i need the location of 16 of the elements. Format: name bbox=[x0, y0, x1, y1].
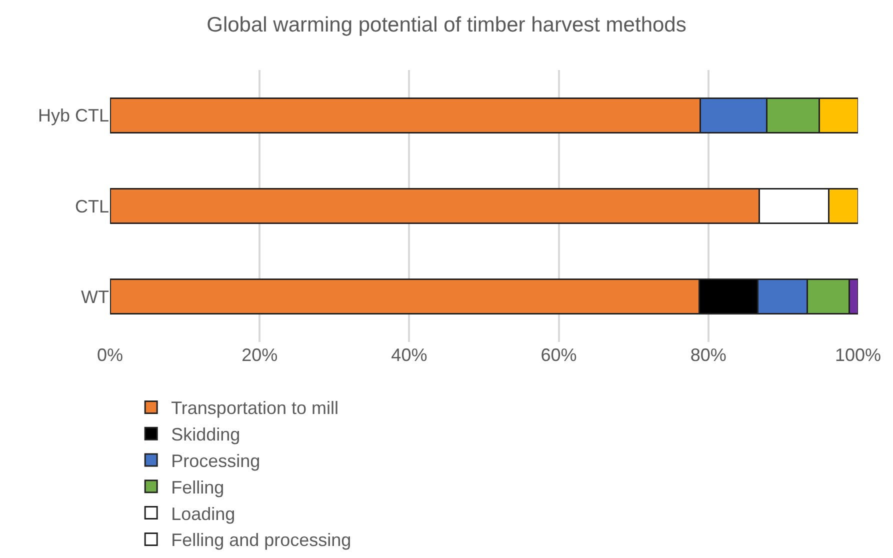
x-tick-label: 40% bbox=[391, 345, 428, 365]
x-tick-label: 100% bbox=[834, 345, 882, 365]
y-tick-label: WT bbox=[81, 286, 110, 307]
y-tick-label: Hyb CTL bbox=[38, 106, 109, 126]
x-tick-label: 60% bbox=[540, 345, 577, 365]
legend-label: Processing bbox=[171, 451, 260, 472]
legend-label: Transportation to mill bbox=[171, 398, 338, 418]
x-tick-label: 80% bbox=[690, 345, 726, 365]
legend-label: Felling and processing bbox=[171, 530, 352, 550]
legend-label: Felling bbox=[171, 477, 224, 498]
chart-title: Global warming potential of timber harvest methods bbox=[206, 13, 686, 36]
y-tick-label: CTL bbox=[74, 196, 109, 216]
legend-label: Skidding bbox=[171, 424, 240, 445]
legend-label: Loading bbox=[171, 504, 236, 524]
x-tick-label: 0% bbox=[96, 345, 124, 365]
x-tick-label: 20% bbox=[242, 345, 278, 365]
